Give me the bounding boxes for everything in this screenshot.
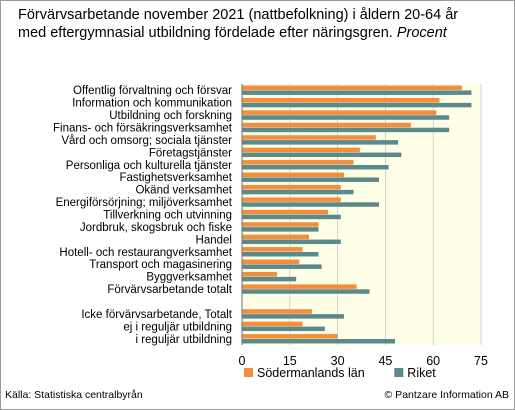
bar-riket [242, 127, 450, 133]
x-tick-label: 30 [331, 354, 345, 368]
category-label: Handel [196, 234, 232, 246]
bar-sodermanland [242, 309, 313, 314]
bar-riket [242, 177, 380, 182]
bar-riket [242, 338, 395, 344]
bar-sodermanland [242, 259, 300, 265]
category-label: Transport och magasinering [89, 259, 232, 271]
bar-riket [242, 115, 450, 120]
legend-label: Södermanlands län [257, 366, 365, 380]
category-label: Offentlig förvaltning och försvar [73, 85, 232, 97]
bar-sodermanland [242, 271, 278, 277]
bar-sodermanland [242, 110, 437, 115]
bar-riket [242, 214, 341, 220]
bar-sodermanland [242, 97, 440, 103]
bar-riket [242, 90, 472, 95]
bar-sodermanland [242, 197, 341, 202]
bar-sodermanland [242, 147, 360, 153]
source-note: Källa: Statistiska centralbyrån [5, 389, 143, 401]
bar-riket [242, 289, 370, 294]
category-label: Fastighetsverksamhet [120, 172, 233, 184]
bar-sodermanland [242, 284, 357, 289]
bar-riket [242, 264, 322, 269]
category-label: ej i reguljär utbildning [123, 321, 232, 333]
x-tick-label: 15 [283, 354, 297, 368]
x-tick-label: 60 [426, 354, 440, 368]
bar-riket [242, 164, 389, 170]
bar-sodermanland [242, 184, 341, 190]
bar-sodermanland [242, 222, 319, 227]
category-label: Personliga och kulturella tjänster [66, 160, 232, 172]
bar-riket [242, 189, 354, 195]
bar-sodermanland [242, 160, 354, 165]
bar-riket [242, 102, 472, 108]
x-tick-label: 0 [239, 354, 246, 368]
category-label: Byggverksamhet [146, 272, 232, 284]
bar-riket [242, 314, 344, 319]
bar-sodermanland [242, 135, 376, 140]
bar-riket [242, 326, 325, 332]
bar-sodermanland [242, 122, 411, 128]
category-label: Tillverkning och utvinning [103, 210, 232, 222]
title-text: Förvärvsarbetande november 2021 (nattbef… [18, 7, 459, 41]
bar-sodermanland [242, 85, 462, 91]
copyright-note: © Pantzare Information AB [384, 389, 509, 401]
chart-title: Förvärvsarbetande november 2021 (nattbef… [18, 6, 488, 42]
category-label: Jordbruk, skogsbruk och fiske [80, 222, 232, 234]
bar-riket [242, 202, 380, 207]
category-label: Icke förvärvsarbetande, Totalt [81, 309, 232, 321]
bar-riket [242, 239, 341, 245]
legend-swatch [394, 368, 404, 377]
bar-sodermanland [242, 321, 303, 327]
bar-riket [242, 251, 319, 257]
bar-riket [242, 152, 402, 158]
category-label: Information och kommunikation [72, 98, 232, 110]
bar-sodermanland [242, 209, 329, 215]
x-tick-label: 75 [474, 354, 488, 368]
category-label: i reguljär utbildning [135, 334, 232, 346]
plot-area [242, 84, 481, 345]
category-label: Energiförsörjning; miljöverksamhet [56, 197, 233, 209]
category-label: Vård och omsorg; sociala tjänster [61, 135, 232, 147]
category-label: Utbildning och forskning [109, 110, 232, 122]
category-label: Förvärvsarbetande totalt [107, 284, 232, 296]
title-subtitle: Procent [396, 25, 447, 41]
category-label: Hotell- och restaurangverksamhet [59, 247, 232, 259]
x-tick-label: 45 [378, 354, 392, 368]
legend-label: Riket [407, 366, 436, 380]
bar-sodermanland [242, 334, 338, 339]
category-label: Okänd verksamhet [135, 185, 232, 197]
bar-sodermanland [242, 172, 344, 178]
category-label: Företagstjänster [149, 147, 232, 159]
legend-swatch [244, 368, 253, 377]
bar-sodermanland [242, 247, 303, 252]
bar-riket [242, 140, 399, 145]
bar-riket [242, 227, 319, 232]
category-label: Finans- och försäkringsverksamhet [53, 123, 233, 135]
bar-riket [242, 276, 297, 282]
bar-sodermanland [242, 234, 309, 240]
